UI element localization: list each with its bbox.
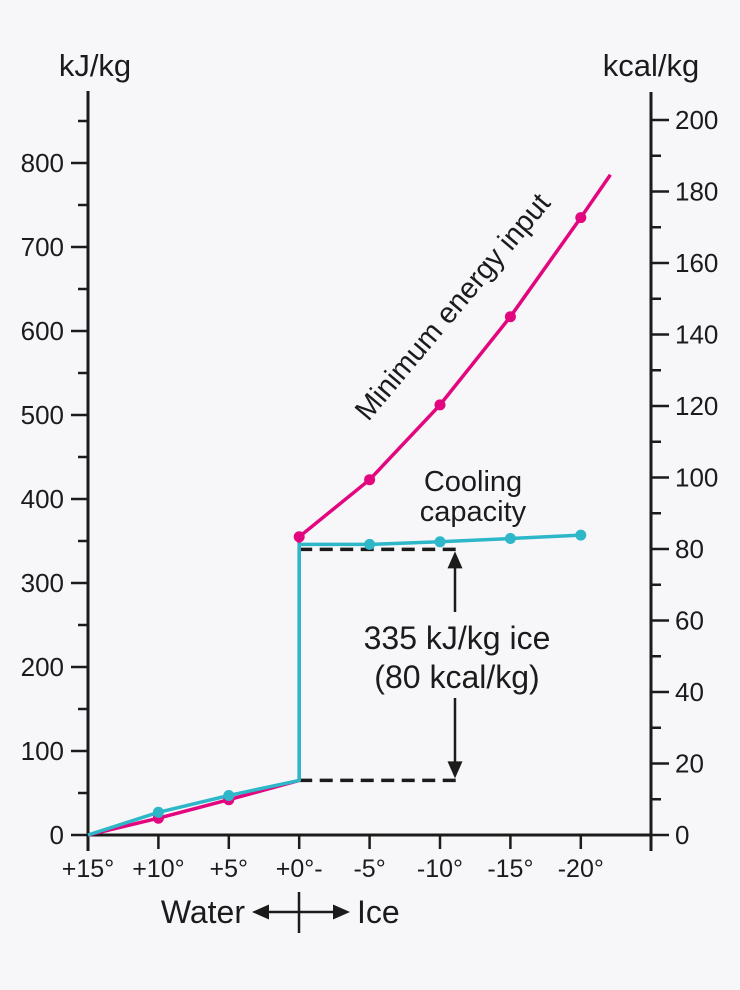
cooling-capacity-point — [364, 538, 376, 550]
cooling-capacity-point — [152, 806, 164, 818]
cooling-capacity-point — [223, 790, 235, 801]
water-zone-label: Water — [161, 894, 246, 930]
minimum-energy-input-line — [87, 173, 612, 837]
left-axis-tick-label: 0 — [50, 820, 64, 850]
left-axis-tick-label: 500 — [21, 400, 64, 430]
right-axis-tick-label: 200 — [675, 105, 718, 135]
right-axis-tick-label: 40 — [675, 677, 704, 707]
arrowhead-right-icon — [333, 904, 350, 920]
cooling-capacity-point — [434, 536, 446, 548]
arrowhead-up-icon — [447, 551, 463, 569]
minimum-energy-input-point — [504, 311, 516, 323]
x-axis-tick-label: +5° — [210, 855, 249, 883]
left-axis-tick-label: 700 — [21, 232, 64, 262]
minimum-energy-input-point — [364, 474, 376, 486]
x-axis-tick-label: -15° — [487, 855, 533, 883]
minimum-energy-input-point — [434, 399, 446, 411]
left-axis-tick-label: 600 — [21, 316, 64, 346]
right-axis-tick-label: 140 — [675, 320, 718, 350]
right-axis-tick-label: 20 — [675, 749, 704, 779]
ice-zone-label: Ice — [357, 894, 400, 930]
x-axis-tick-label: +0°- — [276, 855, 323, 883]
left-axis-tick-label: 300 — [21, 568, 64, 598]
left-axis-tick-label: 800 — [21, 148, 64, 178]
cooling-capacity-line — [87, 533, 581, 837]
right-axis-tick-label: 180 — [675, 177, 718, 207]
minimum-energy-input-point — [293, 531, 305, 543]
right-axis-tick-label: 120 — [675, 391, 718, 421]
latent-heat-annotation-line1: 335 kJ/kg ice — [364, 620, 551, 656]
left-axis-tick-label: 200 — [21, 652, 64, 682]
x-axis-tick-label: -5° — [353, 855, 385, 883]
cooling-capacity-label-line2: capacity — [420, 496, 527, 528]
right-axis-tick-label: 60 — [675, 606, 704, 636]
cooling-capacity-point — [504, 533, 516, 544]
left-axis-tick-label: 100 — [21, 736, 64, 766]
minimum-energy-input-point — [575, 212, 587, 224]
right-axis-title: kcal/kg — [603, 48, 699, 83]
x-axis-tick-label: -20° — [558, 855, 604, 883]
left-axis-tick-label: 400 — [21, 484, 64, 514]
latent-heat-annotation-line2: (80 kcal/kg) — [374, 659, 539, 695]
x-axis-tick-label: +10° — [132, 855, 184, 883]
right-axis-tick-label: 80 — [675, 534, 704, 564]
right-axis-tick-label: 160 — [675, 248, 718, 278]
cooling-capacity-point — [575, 529, 587, 541]
x-axis-tick-label: -10° — [417, 855, 463, 883]
arrowhead-left-icon — [252, 904, 269, 920]
arrowhead-down-icon — [447, 761, 463, 779]
right-axis-tick-label: 0 — [675, 820, 689, 850]
cooling-capacity-label-line1: Cooling — [424, 466, 522, 498]
x-axis-tick-label: +15° — [62, 855, 114, 883]
right-axis-tick-label: 100 — [675, 463, 718, 493]
left-axis-title: kJ/kg — [59, 48, 131, 83]
